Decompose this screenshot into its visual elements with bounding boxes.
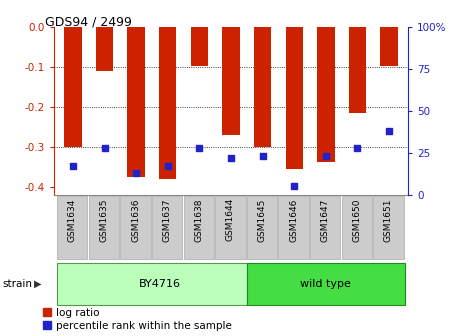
Bar: [152, 196, 182, 259]
Point: [196, 145, 203, 151]
Bar: [373, 196, 404, 259]
Bar: [317, 27, 334, 162]
Bar: [341, 196, 372, 259]
Text: GSM1644: GSM1644: [226, 198, 235, 241]
Bar: [380, 27, 398, 66]
Point: [101, 145, 108, 151]
Point: [132, 170, 140, 176]
Bar: [57, 263, 247, 305]
Text: GSM1651: GSM1651: [384, 198, 393, 242]
Text: GSM1646: GSM1646: [289, 198, 298, 242]
Text: GDS94 / 2499: GDS94 / 2499: [45, 15, 131, 28]
Text: BY4716: BY4716: [139, 279, 181, 289]
Bar: [286, 27, 303, 169]
Text: wild type: wild type: [300, 279, 351, 289]
Text: GSM1650: GSM1650: [352, 198, 361, 242]
Bar: [310, 196, 340, 259]
Point: [386, 128, 393, 134]
Text: GSM1636: GSM1636: [131, 198, 140, 242]
Text: GSM1647: GSM1647: [321, 198, 330, 242]
Point: [354, 145, 361, 151]
Point: [227, 155, 234, 161]
Bar: [215, 196, 246, 259]
Bar: [279, 196, 309, 259]
Text: ▶: ▶: [34, 279, 41, 289]
Bar: [254, 27, 271, 147]
Point: [69, 164, 76, 169]
Text: GSM1635: GSM1635: [99, 198, 108, 242]
Bar: [247, 263, 405, 305]
Bar: [96, 27, 113, 71]
Text: GSM1634: GSM1634: [68, 198, 77, 242]
Bar: [57, 196, 87, 259]
Bar: [64, 27, 82, 147]
Point: [164, 164, 172, 169]
Point: [290, 184, 298, 189]
Bar: [247, 196, 277, 259]
Bar: [89, 196, 119, 259]
Bar: [121, 196, 151, 259]
Point: [259, 154, 266, 159]
Legend: log ratio, percentile rank within the sample: log ratio, percentile rank within the sa…: [43, 308, 232, 331]
Bar: [349, 27, 366, 113]
Bar: [183, 196, 214, 259]
Bar: [191, 27, 208, 66]
Text: strain: strain: [2, 279, 32, 289]
Text: GSM1638: GSM1638: [194, 198, 203, 242]
Point: [322, 154, 330, 159]
Bar: [222, 27, 240, 135]
Bar: [159, 27, 176, 179]
Text: GSM1637: GSM1637: [163, 198, 172, 242]
Bar: [128, 27, 145, 177]
Text: GSM1645: GSM1645: [257, 198, 266, 242]
